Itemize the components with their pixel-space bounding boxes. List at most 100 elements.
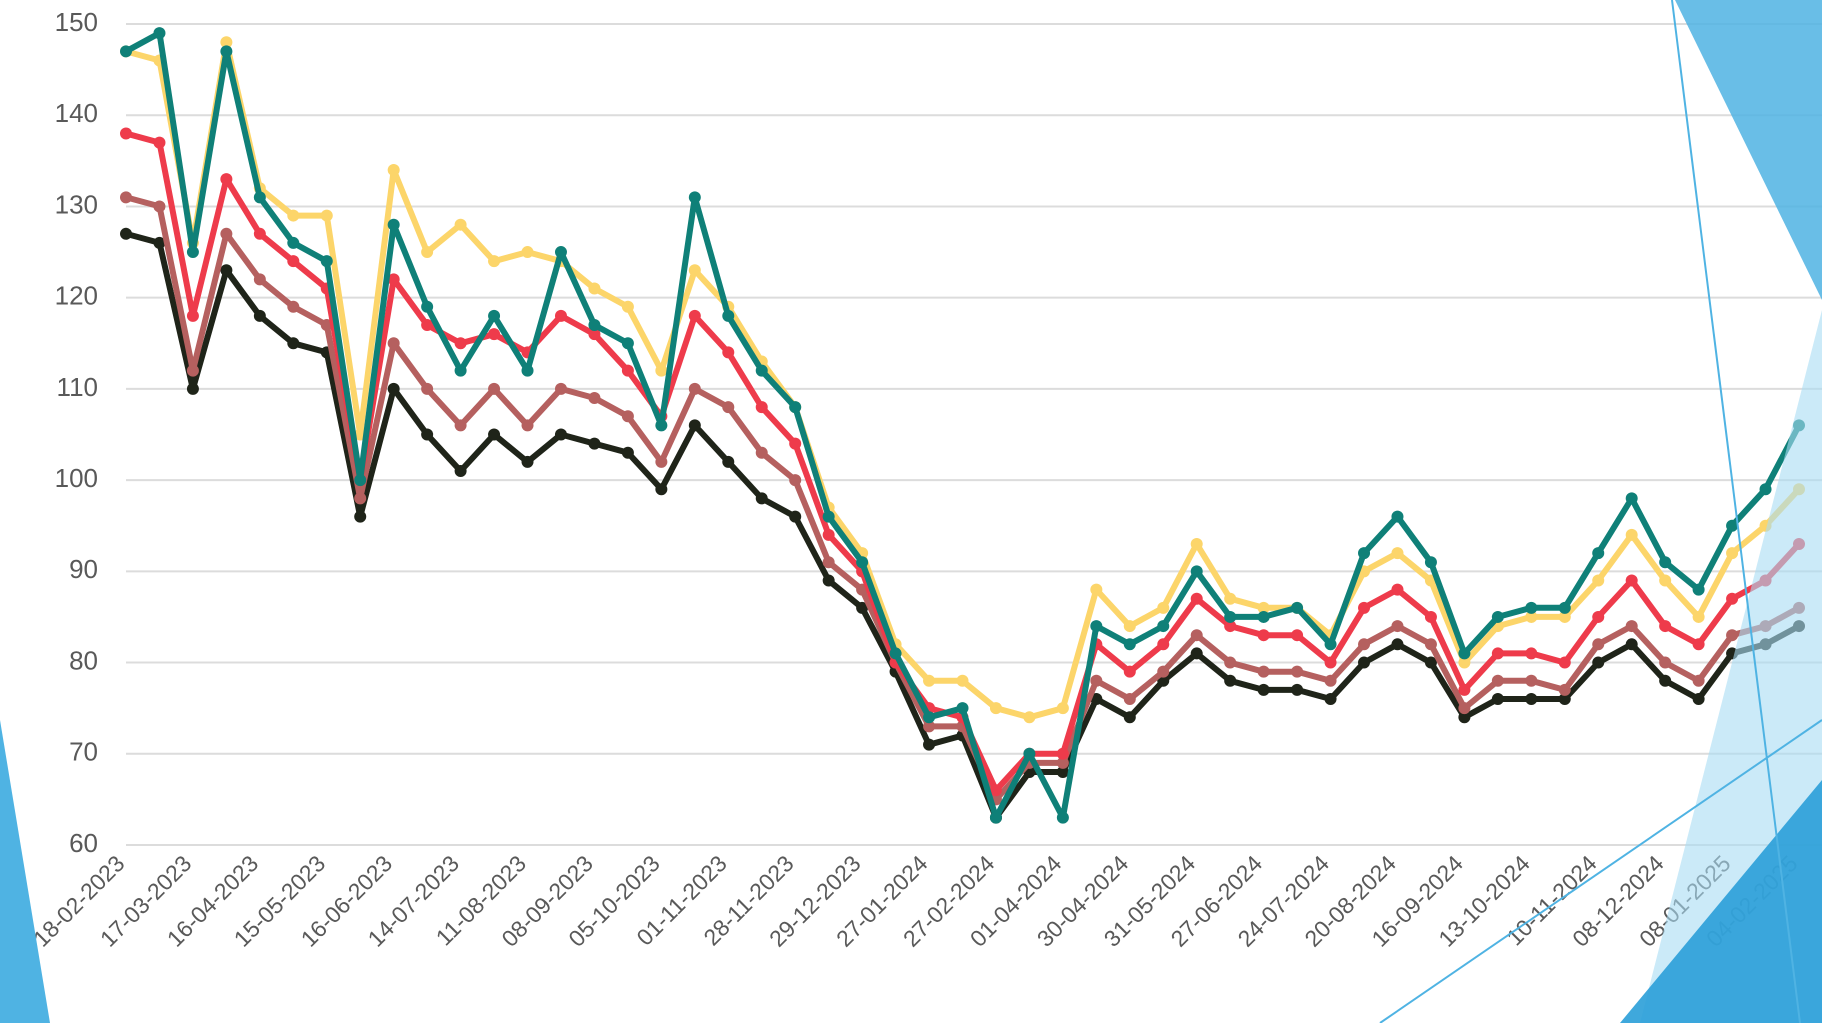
data-point <box>1726 647 1738 659</box>
data-point <box>823 556 835 568</box>
data-point <box>354 492 366 504</box>
data-point <box>120 228 132 240</box>
data-point <box>421 246 433 258</box>
data-point <box>455 219 467 231</box>
data-point <box>1726 593 1738 605</box>
data-point <box>1291 666 1303 678</box>
data-point <box>354 474 366 486</box>
data-point <box>421 429 433 441</box>
data-point <box>1693 611 1705 623</box>
data-point <box>1525 647 1537 659</box>
data-point <box>120 127 132 139</box>
data-point <box>220 264 232 276</box>
data-point <box>722 456 734 468</box>
data-point <box>254 191 266 203</box>
data-point <box>1425 611 1437 623</box>
data-point <box>1057 748 1069 760</box>
data-point <box>488 429 500 441</box>
data-point <box>287 255 299 267</box>
chart: 6070809010011012013014015018-02-202317-0… <box>0 0 1822 1023</box>
data-point <box>555 310 567 322</box>
data-point <box>1124 666 1136 678</box>
data-point <box>220 228 232 240</box>
data-point <box>1726 629 1738 641</box>
data-point <box>588 392 600 404</box>
data-point <box>1124 638 1136 650</box>
data-point <box>1157 666 1169 678</box>
data-point <box>1425 556 1437 568</box>
data-point <box>455 465 467 477</box>
y-tick-label: 100 <box>55 463 98 493</box>
data-point <box>1626 574 1638 586</box>
data-point <box>1726 520 1738 532</box>
data-point <box>1291 602 1303 614</box>
data-point <box>1157 638 1169 650</box>
data-point <box>1659 556 1671 568</box>
data-point <box>1592 547 1604 559</box>
data-point <box>1391 547 1403 559</box>
data-point <box>488 255 500 267</box>
data-point <box>120 45 132 57</box>
data-point <box>388 383 400 395</box>
data-point <box>990 812 1002 824</box>
data-point <box>1525 602 1537 614</box>
data-point <box>120 191 132 203</box>
data-point <box>388 337 400 349</box>
y-tick-label: 140 <box>55 98 98 128</box>
data-point <box>990 702 1002 714</box>
data-point <box>1693 638 1705 650</box>
data-point <box>1760 574 1772 586</box>
data-point <box>1458 684 1470 696</box>
data-point <box>655 456 667 468</box>
data-point <box>488 383 500 395</box>
data-point <box>1291 684 1303 696</box>
data-point <box>957 702 969 714</box>
data-point <box>187 246 199 258</box>
data-point <box>756 365 768 377</box>
data-point <box>689 191 701 203</box>
data-point <box>1291 629 1303 641</box>
data-point <box>1793 538 1805 550</box>
data-point <box>588 319 600 331</box>
data-point <box>1191 538 1203 550</box>
data-point <box>522 365 534 377</box>
data-point <box>1224 611 1236 623</box>
data-point <box>1525 693 1537 705</box>
data-point <box>756 401 768 413</box>
plot-area: 6070809010011012013014015018-02-202317-0… <box>28 7 1822 952</box>
decor-shape <box>1620 780 1822 1023</box>
data-point <box>1559 657 1571 669</box>
data-point <box>689 310 701 322</box>
data-point <box>1693 693 1705 705</box>
data-point <box>1391 511 1403 523</box>
data-point <box>1191 593 1203 605</box>
data-point <box>1726 547 1738 559</box>
data-point <box>1458 702 1470 714</box>
data-point <box>1325 693 1337 705</box>
data-point <box>1559 602 1571 614</box>
data-point <box>1258 611 1270 623</box>
data-point <box>957 675 969 687</box>
data-point <box>187 383 199 395</box>
data-point <box>187 365 199 377</box>
data-point <box>1626 620 1638 632</box>
data-point <box>1090 675 1102 687</box>
y-tick-label: 150 <box>55 7 98 37</box>
data-point <box>522 246 534 258</box>
data-point <box>254 228 266 240</box>
data-point <box>1592 657 1604 669</box>
data-point <box>321 255 333 267</box>
data-point <box>1525 675 1537 687</box>
data-point <box>1325 638 1337 650</box>
data-point <box>1626 492 1638 504</box>
data-point <box>1358 657 1370 669</box>
data-point <box>923 711 935 723</box>
data-point <box>1124 693 1136 705</box>
data-point <box>220 45 232 57</box>
y-tick-label: 120 <box>55 281 98 311</box>
data-point <box>1325 657 1337 669</box>
data-point <box>1224 657 1236 669</box>
data-point <box>655 419 667 431</box>
data-point <box>388 219 400 231</box>
data-point <box>1425 638 1437 650</box>
